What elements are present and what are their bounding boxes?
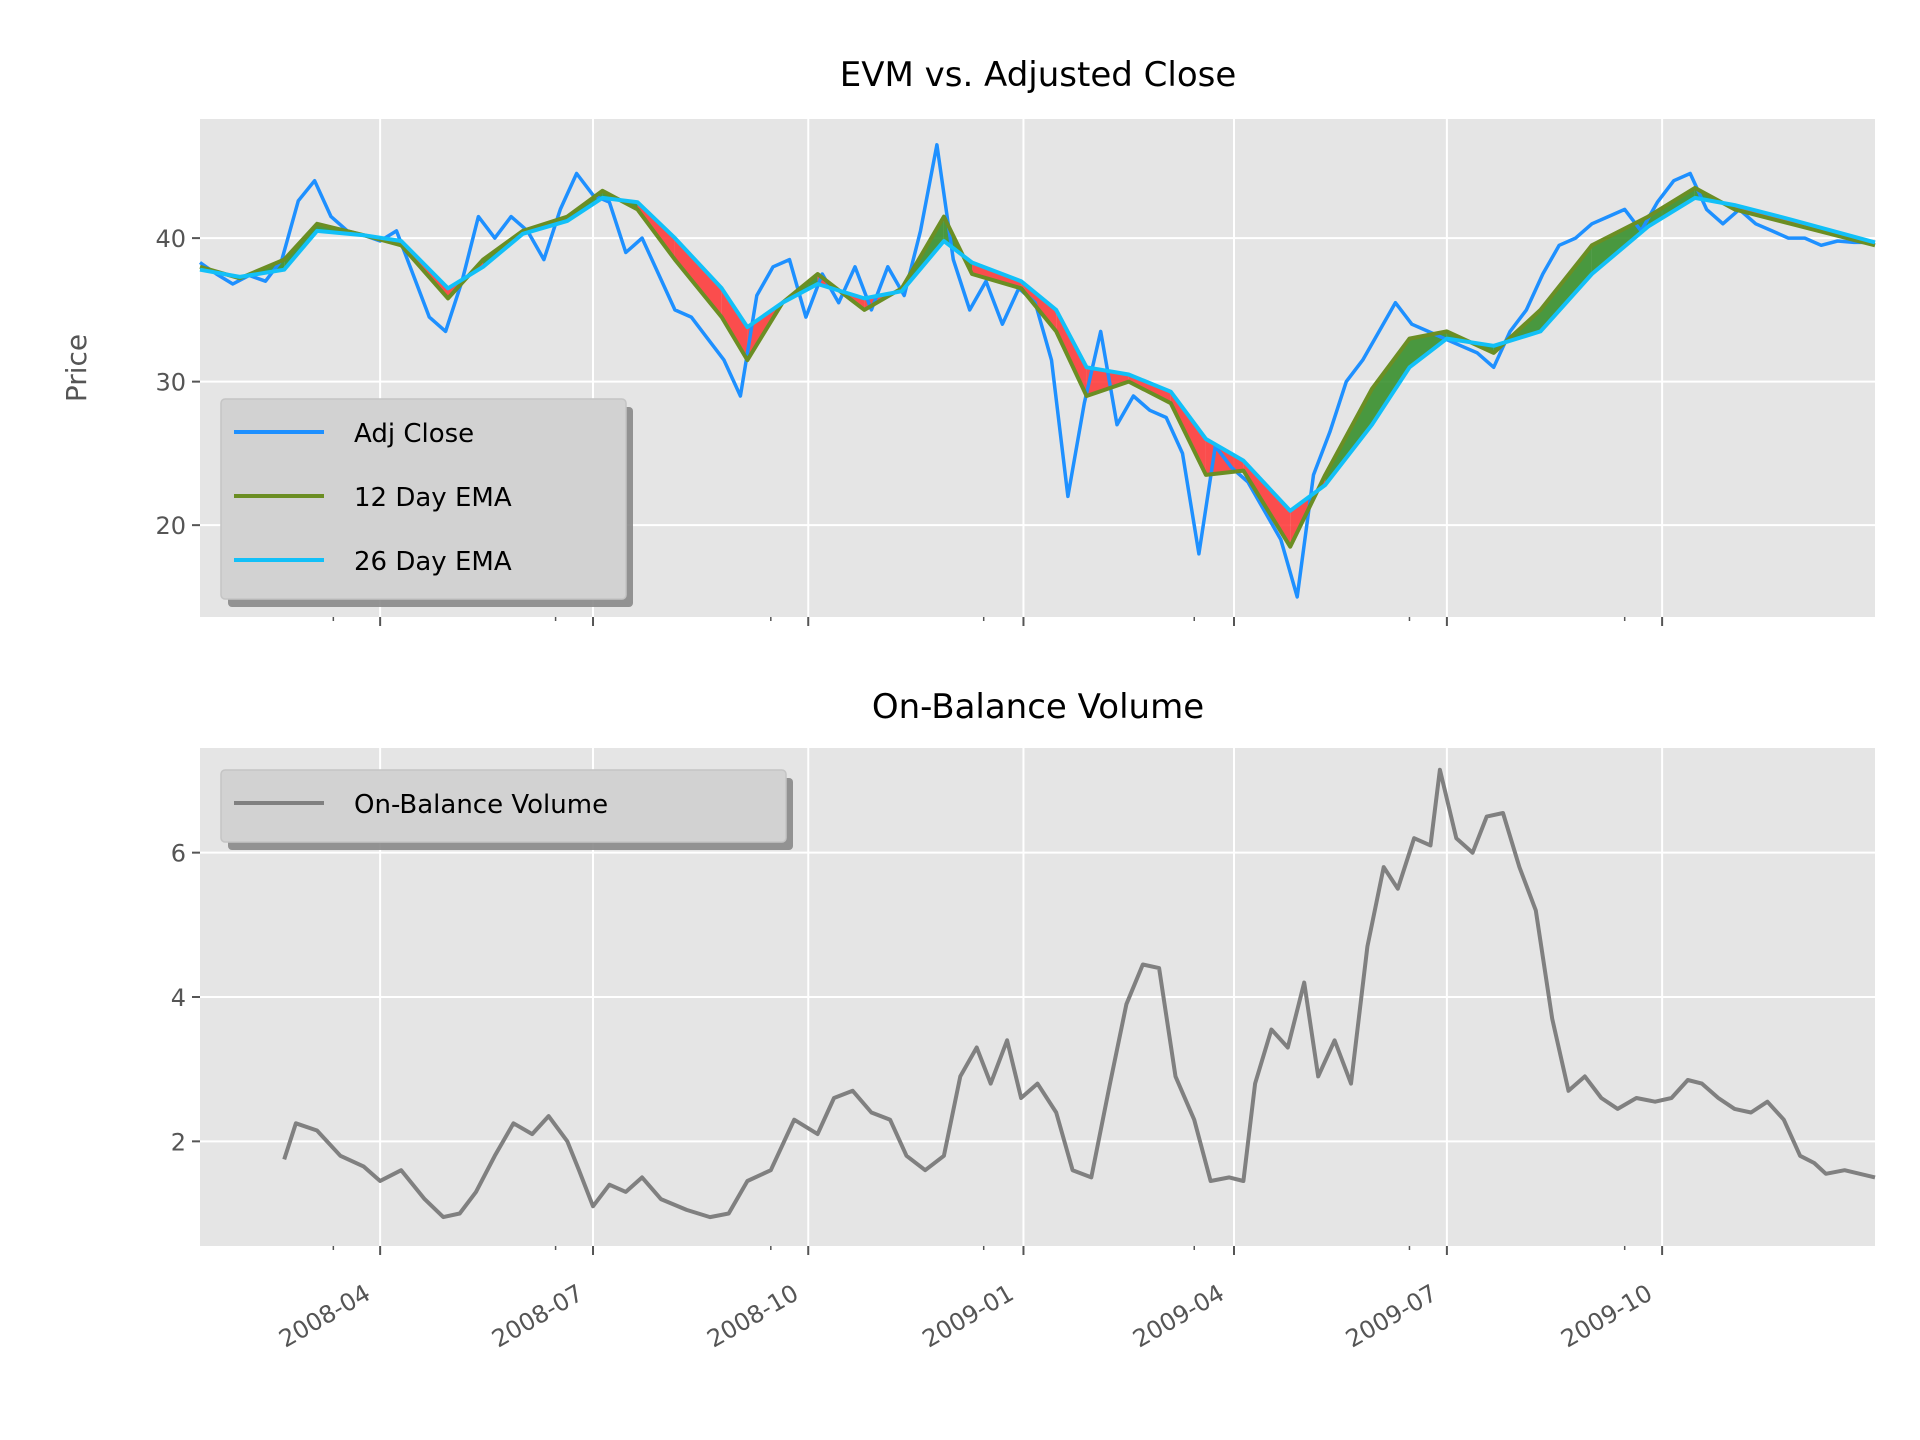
- ema-fill-segment: [721, 288, 748, 361]
- legend-label-12-day-ema: 12 Day EMA: [354, 483, 512, 513]
- ema-fill-segment: [1056, 309, 1087, 396]
- series-line-on-balance-volume: [282, 767, 1876, 1220]
- obv-series-lines: [282, 767, 1876, 1220]
- obv-legend-box: [220, 769, 787, 843]
- ema-fill-segment: [1372, 338, 1410, 425]
- price-x-tick-marks: [332, 617, 1664, 626]
- obv-y-tick-label: 2: [171, 1128, 186, 1156]
- price-y-tick-label: 30: [155, 369, 186, 397]
- ema-fill-segment: [1648, 187, 1695, 227]
- price-series-lines: [198, 143, 1876, 599]
- obv-y-tick-labels: 2 4 6: [171, 840, 200, 1156]
- price-panel: EVM vs. Adjusted Close 20 30 40 Price Adj …: [60, 55, 1876, 626]
- price-y-tick-label: 20: [155, 512, 186, 540]
- price-y-tick-label: 40: [155, 225, 186, 253]
- legend-label-26-day-ema: 26 Day EMA: [354, 547, 512, 577]
- obv-chart-title: On-Balance Volume: [872, 687, 1204, 727]
- price-y-tick-labels: 20 30 40: [155, 225, 200, 540]
- series-line-26-day-ema: [199, 195, 1876, 513]
- legend-label-adj-close: Adj Close: [354, 419, 474, 449]
- obv-y-tick-label: 4: [171, 984, 186, 1012]
- obv-y-tick-label: 6: [171, 840, 186, 868]
- price-legend: Adj Close 12 Day EMA 26 Day EMA: [220, 398, 633, 607]
- ema-fill-segment: [674, 238, 722, 318]
- obv-legend: On-Balance Volume: [220, 769, 793, 850]
- legend-label-on-balance-volume: On-Balance Volume: [354, 790, 608, 820]
- price-legend-box: [220, 398, 627, 600]
- price-y-axis-label: Price: [60, 334, 93, 402]
- price-chart-title: EVM vs. Adjusted Close: [840, 55, 1237, 95]
- ema-fill-segment: [1540, 245, 1592, 332]
